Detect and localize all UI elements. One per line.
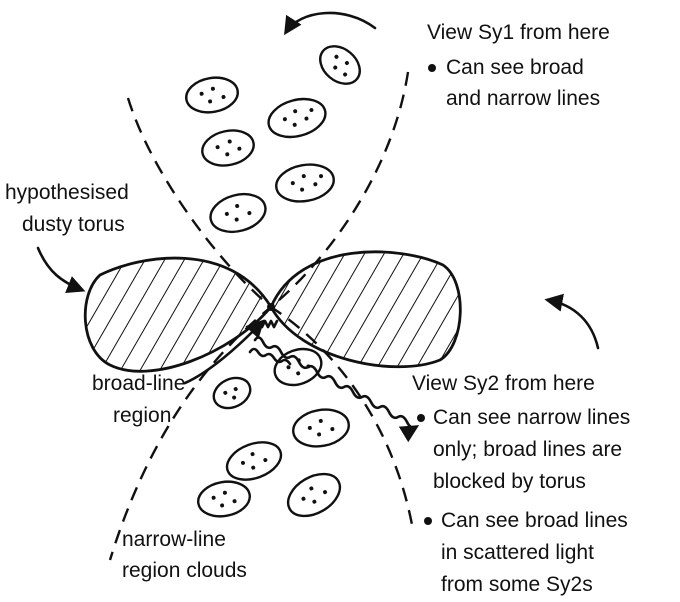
sy2-note2-line1: Can see broad lines — [441, 509, 628, 532]
cloud — [319, 45, 361, 85]
cloud — [201, 129, 255, 167]
cloud — [275, 163, 335, 203]
nlr-label-line1: narrow-line — [122, 528, 226, 551]
nlr-label-line2: region clouds — [122, 559, 247, 582]
cloud — [197, 480, 251, 518]
cloud — [267, 97, 327, 139]
sy2-note1-line2: only; broad lines are — [433, 438, 622, 461]
sy2-note2-line2: in scattered light — [441, 541, 594, 564]
curved-arrow-icon — [544, 293, 600, 350]
torus-label-line2: dusty torus — [22, 213, 125, 236]
sy1-note-line1: Can see broad — [446, 56, 584, 79]
cloud — [225, 441, 283, 481]
sy1-note-line2: and narrow lines — [446, 87, 600, 110]
sy1-view-title: View Sy1 from here — [427, 21, 610, 44]
cloud — [292, 408, 350, 448]
cloud — [209, 192, 267, 234]
sy2-view-title: View Sy2 from here — [412, 372, 595, 395]
curved-arrow-icon — [183, 319, 265, 385]
cloud — [212, 376, 252, 410]
bullet-icon — [417, 414, 425, 422]
sy2-note1-line3: blocked by torus — [433, 470, 586, 493]
bullet-icon — [428, 64, 436, 72]
central-nucleus — [267, 303, 275, 311]
narrow-line-region-clouds — [185, 45, 361, 518]
curved-arrow-icon — [284, 11, 377, 36]
sy2-note1-line1: Can see narrow lines — [433, 406, 630, 429]
dusty-torus — [83, 250, 462, 373]
curved-arrow-icon — [36, 246, 86, 294]
torus-label-line1: hypothesised — [5, 181, 129, 204]
cloud — [185, 76, 239, 114]
photon-paths — [248, 319, 420, 443]
cloud — [273, 347, 323, 387]
bullet-icon — [424, 517, 432, 525]
blr-label-line1: broad-line — [92, 372, 185, 395]
sy2-note2-line3: from some Sy2s — [441, 573, 593, 596]
cloud — [286, 472, 342, 518]
blr-label-line2: region — [113, 404, 171, 427]
